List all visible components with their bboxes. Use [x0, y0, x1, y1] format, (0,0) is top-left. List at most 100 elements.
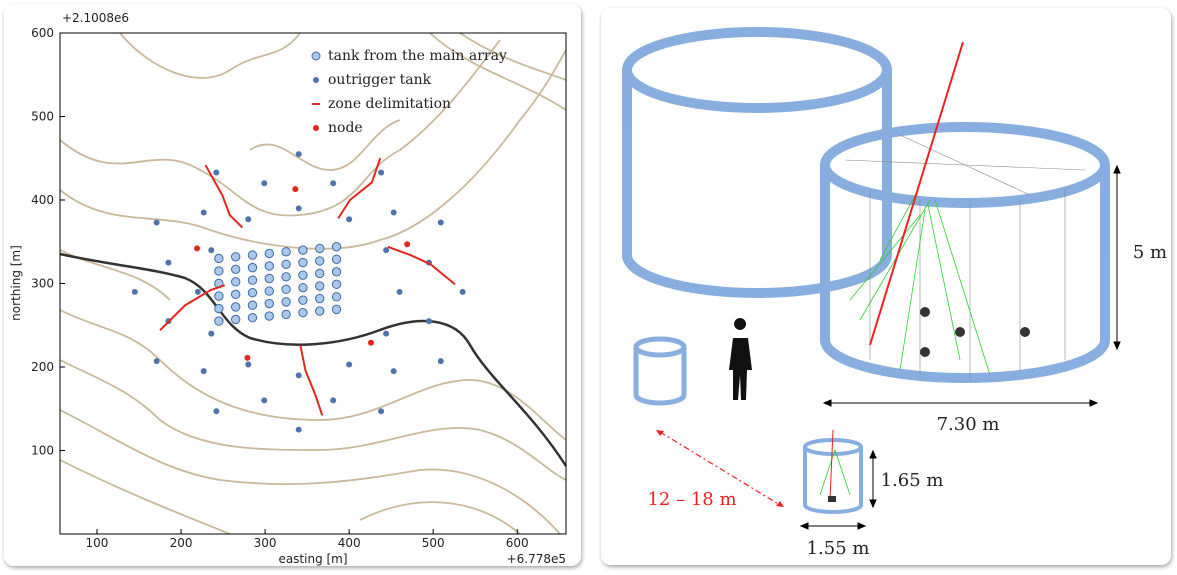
- point: [281, 259, 291, 269]
- point: [295, 426, 302, 433]
- point: [378, 169, 385, 176]
- point: [292, 186, 299, 193]
- point: [194, 288, 201, 295]
- point: [298, 245, 308, 255]
- point: [295, 205, 302, 212]
- point: [153, 358, 160, 365]
- y-tick-label: 400: [31, 193, 54, 207]
- point: [264, 261, 274, 271]
- point: [331, 304, 342, 315]
- y-tick-label: 100: [31, 444, 54, 458]
- x-tick-label: 400: [338, 536, 361, 550]
- legend-label: node: [328, 120, 363, 136]
- point: [200, 209, 207, 216]
- point: [396, 288, 403, 295]
- point: [298, 308, 308, 318]
- point: [208, 330, 215, 337]
- zone-line: [204, 164, 244, 229]
- point: [214, 253, 224, 264]
- right-card: [601, 8, 1171, 565]
- zone-line: [337, 157, 382, 219]
- point: [315, 293, 325, 304]
- point: [247, 250, 258, 260]
- point: [230, 289, 241, 300]
- point: [331, 242, 342, 252]
- point: [245, 216, 252, 223]
- legend-marker: [313, 125, 319, 131]
- point: [281, 297, 291, 307]
- point: [230, 314, 241, 325]
- point: [383, 247, 390, 254]
- point: [230, 302, 241, 312]
- y-tick-label: 500: [31, 110, 54, 124]
- point: [404, 241, 411, 248]
- y-tick-label: 300: [31, 277, 54, 291]
- point: [295, 372, 302, 379]
- height-label: 5 m: [1133, 242, 1167, 263]
- point: [315, 306, 325, 316]
- point: [230, 277, 241, 287]
- y-offset: +2.1008e6: [62, 11, 129, 25]
- road: [59, 252, 568, 467]
- legend-marker: [311, 51, 321, 61]
- point: [247, 313, 258, 323]
- point: [390, 209, 397, 216]
- point: [330, 180, 337, 187]
- point: [261, 180, 268, 187]
- point: [298, 257, 308, 268]
- point: [298, 282, 308, 293]
- point: [298, 270, 308, 280]
- point: [153, 219, 160, 226]
- point: [346, 216, 353, 223]
- point: [281, 272, 291, 282]
- x-axis-label: easting [m]: [278, 552, 347, 566]
- point: [264, 248, 274, 259]
- x-tick-label: 200: [170, 536, 193, 550]
- point: [213, 408, 220, 415]
- legend-label: zone delimitation: [328, 96, 451, 112]
- legend-marker: [313, 77, 319, 83]
- x-tick-label: 600: [506, 536, 529, 550]
- point: [367, 339, 374, 346]
- point: [331, 267, 342, 277]
- point: [230, 252, 241, 262]
- point: [264, 298, 274, 309]
- point: [425, 318, 432, 325]
- point: [459, 288, 466, 295]
- spacing-label: 12 – 18 m: [647, 489, 736, 510]
- point: [281, 309, 291, 320]
- point: [264, 286, 274, 296]
- left-card: [4, 4, 581, 566]
- x-tick-label: 100: [86, 536, 109, 550]
- point: [194, 245, 201, 252]
- y-tick-label: 200: [31, 360, 54, 374]
- point: [298, 295, 308, 305]
- point: [247, 287, 258, 298]
- point: [315, 268, 325, 279]
- point: [331, 292, 342, 302]
- point: [247, 262, 258, 273]
- zone-line: [387, 245, 456, 286]
- zone-line: [299, 345, 324, 416]
- point: [315, 256, 325, 266]
- point: [213, 169, 220, 176]
- point: [281, 247, 291, 257]
- point: [165, 259, 172, 266]
- x-tick-label: 300: [254, 536, 277, 550]
- point: [214, 266, 224, 276]
- x-offset: +6.778e5: [507, 552, 566, 566]
- legend-label: tank from the main array: [328, 48, 507, 64]
- small-diameter-label: 1.55 m: [807, 538, 870, 559]
- point: [230, 264, 241, 275]
- point: [390, 368, 397, 375]
- legend-label: outrigger tank: [328, 72, 432, 88]
- point: [264, 311, 274, 321]
- point: [131, 288, 138, 295]
- point: [378, 408, 385, 415]
- point: [295, 151, 302, 158]
- y-tick-label: 600: [31, 26, 54, 40]
- contours: [59, 32, 567, 535]
- point: [383, 330, 390, 337]
- point: [200, 368, 207, 375]
